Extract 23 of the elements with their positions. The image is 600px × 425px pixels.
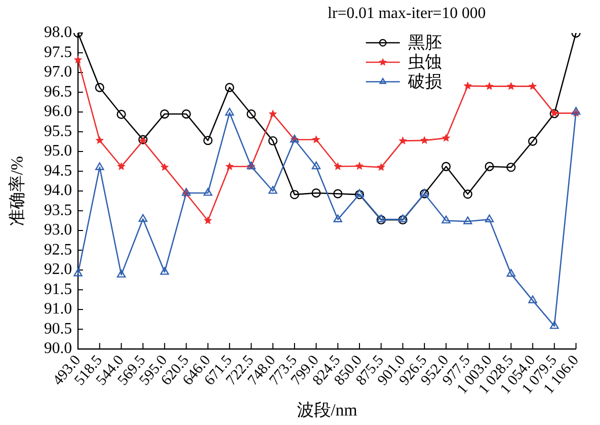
y-tick-label: 97.0 (44, 64, 72, 81)
y-tick-label: 98.0 (44, 24, 72, 42)
y-tick-label: 94.0 (44, 182, 72, 200)
y-tick-label: 90.5 (44, 320, 72, 338)
y-tick-label: 92.5 (44, 241, 72, 258)
y-tick-label: 96.0 (44, 103, 72, 120)
y-tick-label: 95.5 (44, 122, 72, 140)
legend-label: 虫蚀 (408, 52, 442, 72)
y-tick-label: 97.5 (44, 44, 72, 61)
y-tick-label: 91.0 (44, 300, 72, 318)
legend-label: 破损 (406, 72, 442, 92)
y-tick-label: 90.0 (44, 340, 72, 358)
chart-title: lr=0.01 max-iter=10 000 (328, 5, 486, 22)
y-tick-label: 91.5 (44, 280, 72, 298)
y-tick-label: 94.5 (44, 162, 72, 180)
y-tick-label: 93.0 (44, 222, 72, 239)
y-tick-label: 93.5 (44, 202, 72, 219)
y-tick-label: 92.0 (44, 261, 72, 278)
x-axis-title: 波段/nm (296, 400, 358, 420)
y-tick-label: 95.0 (44, 142, 72, 160)
legend-label: 黑胚 (408, 33, 442, 52)
y-axis-title: 准确率/% (8, 156, 27, 226)
y-tick-label: 96.5 (44, 83, 72, 100)
